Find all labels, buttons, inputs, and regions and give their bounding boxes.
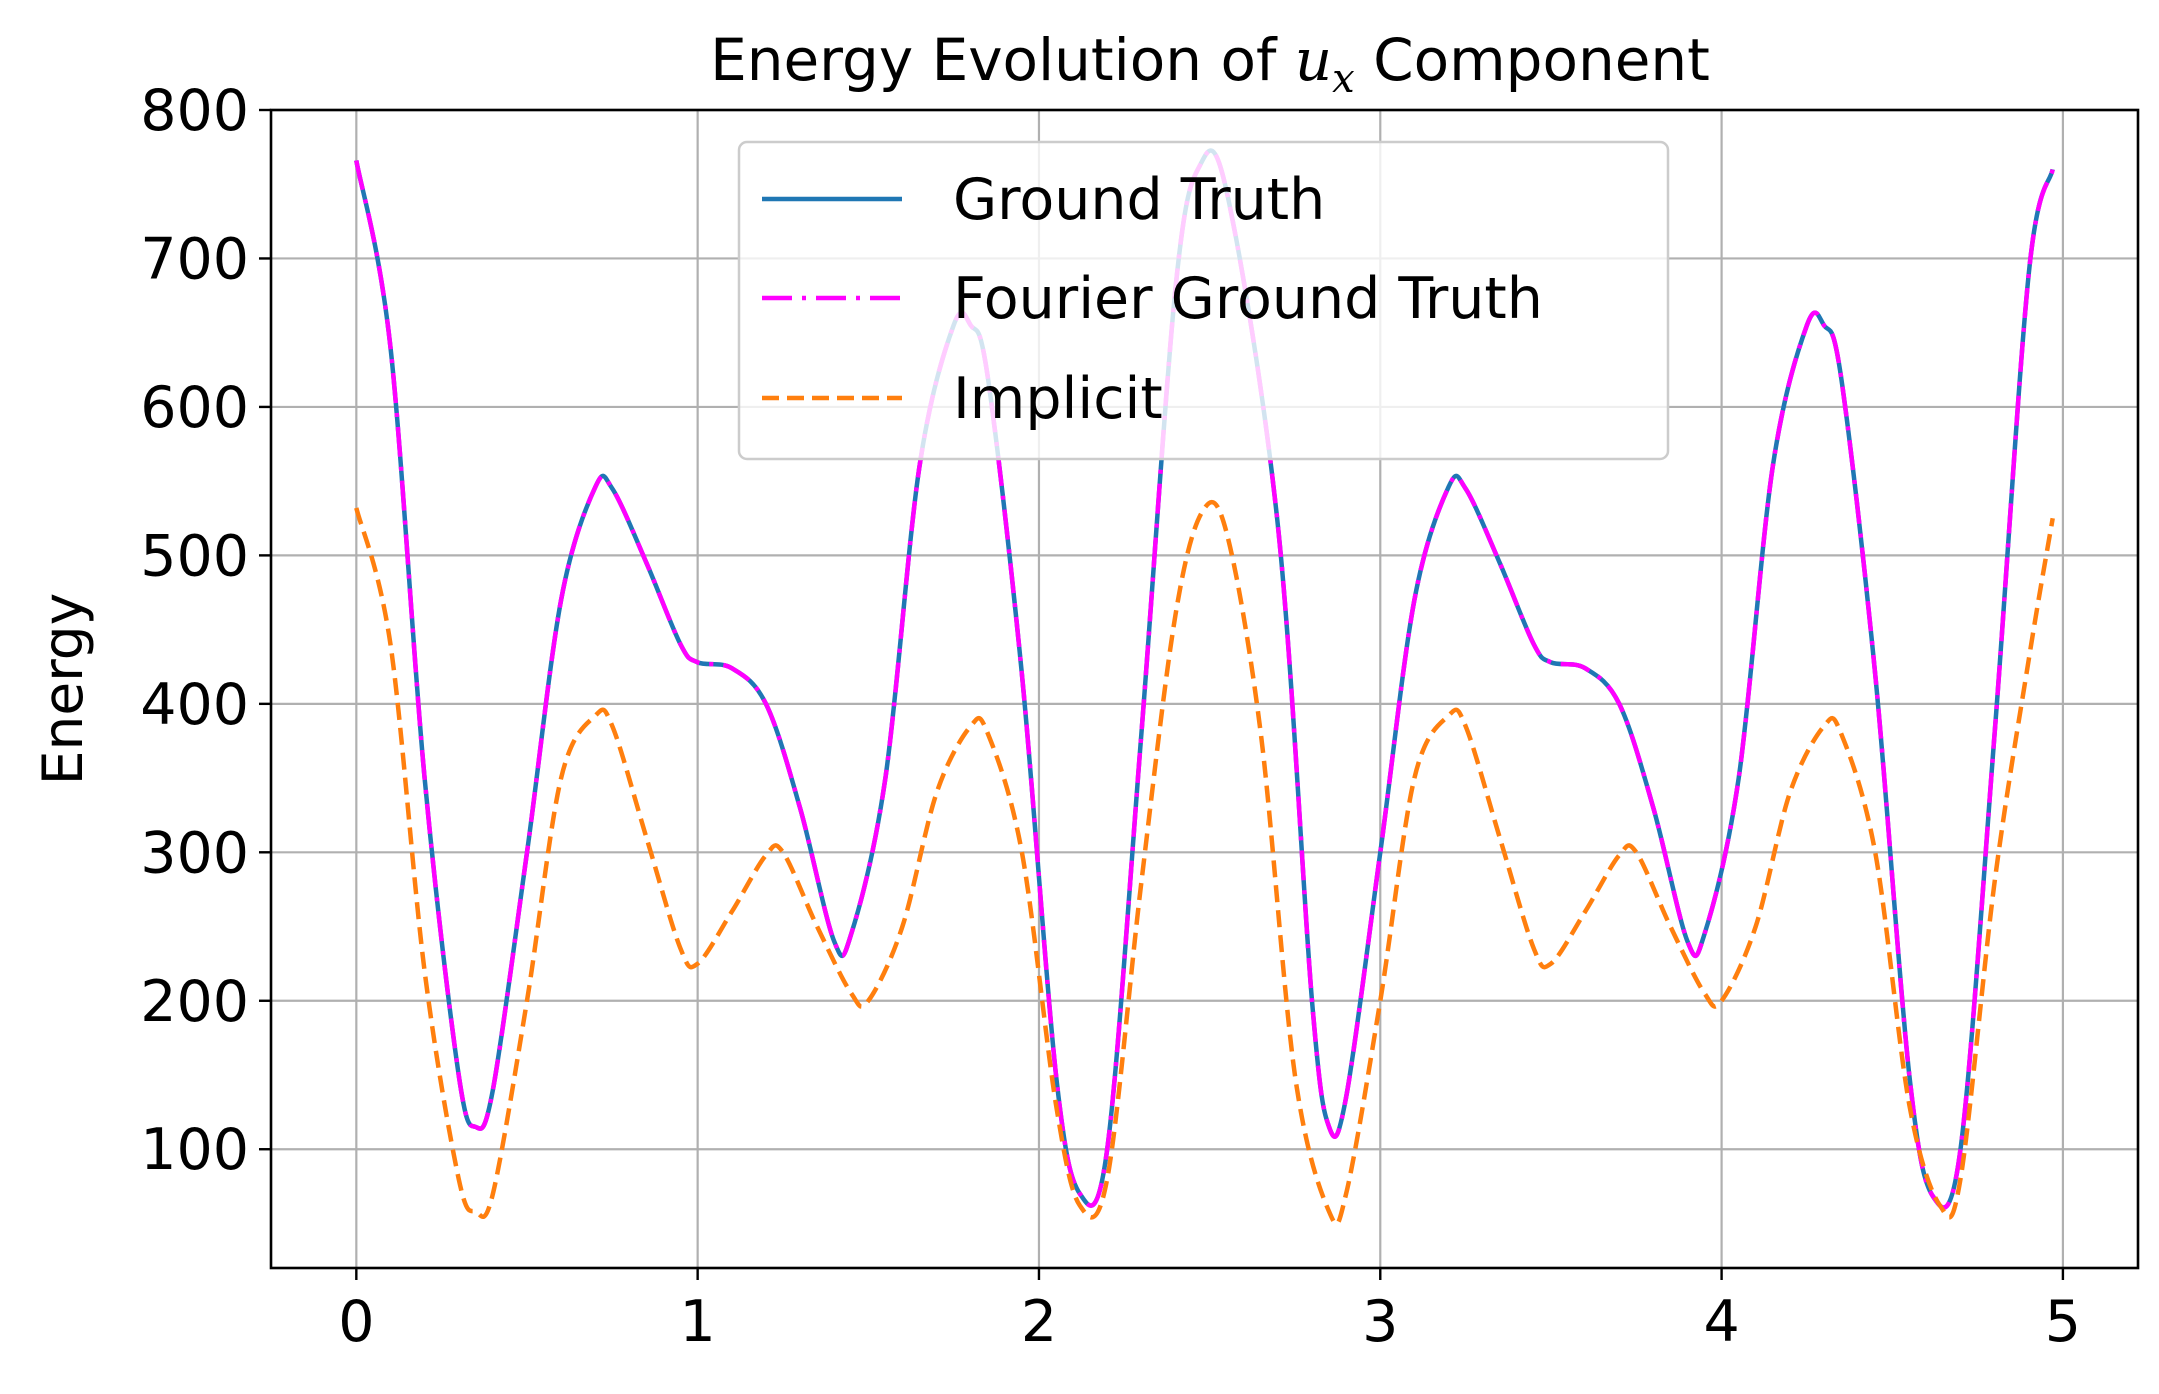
y-tick-label: 400 [140, 672, 249, 738]
legend-label-fourier-ground-truth: Fourier Ground Truth [953, 266, 1543, 332]
plot-frame [269, 108, 2140, 1270]
chart-title-variable: u [1295, 26, 1332, 94]
y-tick-label: 600 [140, 375, 249, 441]
x-tick-label: 3 [1362, 1289, 1398, 1355]
x-tick-label: 1 [680, 1289, 716, 1355]
y-tick-label: 800 [140, 78, 249, 144]
x-tick-label: 0 [338, 1289, 374, 1355]
legend: Ground Truth Fourier Ground Truth Implic… [737, 140, 1670, 461]
y-tick-label: 700 [140, 226, 249, 292]
chart-title-prefix: Energy Evolution of [710, 26, 1295, 94]
legend-label-implicit: Implicit [953, 366, 1163, 432]
legend-label-ground-truth: Ground Truth [953, 167, 1325, 233]
tick-layer: 0 1 2 3 4 5 100 200 300 400 500 600 700 800 [140, 78, 2081, 1355]
legend-box [737, 140, 1670, 461]
chart-title-suffix: Component [1355, 26, 1710, 94]
chart-title-subscript: x [1332, 56, 1355, 102]
y-tick-label: 500 [140, 523, 249, 589]
y-axis-label: Energy [31, 593, 95, 786]
y-tick-label: 200 [140, 969, 249, 1035]
x-tick-label: 2 [1021, 1289, 1057, 1355]
series-line-implicit [354, 499, 2055, 1227]
x-tick-label: 5 [2045, 1289, 2081, 1355]
y-tick-label: 300 [140, 820, 249, 886]
y-tick-label: 100 [140, 1117, 249, 1183]
chart-title: Energy Evolution of ux Component [710, 26, 1710, 102]
x-tick-label: 4 [1703, 1289, 1739, 1355]
